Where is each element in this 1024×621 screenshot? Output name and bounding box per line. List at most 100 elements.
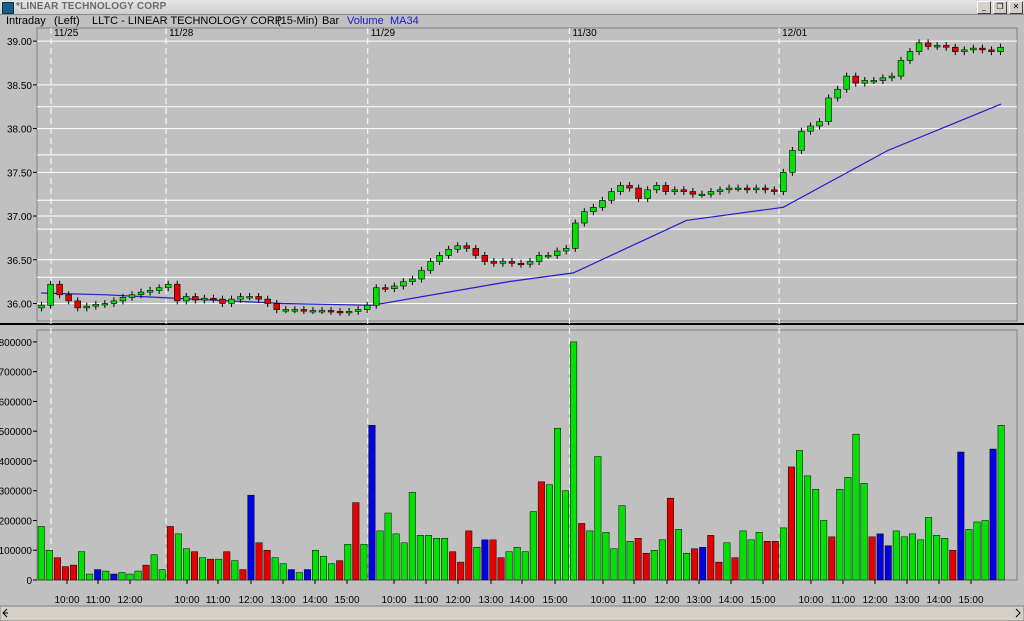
- volume-bar: [570, 341, 578, 581]
- time-label: 15:00: [958, 595, 983, 606]
- time-label: 11:00: [414, 595, 439, 606]
- time-label: 12:00: [862, 595, 887, 606]
- volume-bar: [473, 547, 481, 581]
- volume-bar: [602, 532, 610, 581]
- volume-bar: [61, 566, 69, 581]
- candle-body: [273, 303, 280, 310]
- volume-bar: [529, 511, 537, 581]
- volume-bar: [513, 547, 521, 581]
- candle-body: [300, 309, 308, 312]
- volume-bar: [255, 542, 263, 581]
- candle-body: [653, 185, 660, 191]
- candle-body: [463, 245, 470, 249]
- style-label: Bar: [322, 15, 340, 27]
- volume-bar: [223, 551, 231, 581]
- candle-body: [997, 46, 1004, 52]
- volume-bar: [699, 547, 707, 581]
- candle-body: [979, 47, 986, 51]
- volume-bar: [804, 475, 812, 581]
- candle-body: [436, 255, 443, 262]
- volume-tick-label: 400000: [0, 457, 32, 468]
- volume-bar: [182, 548, 190, 581]
- volume-bar: [618, 505, 626, 581]
- candle-body: [725, 187, 733, 191]
- candle-body: [219, 298, 226, 304]
- volume-bar: [150, 554, 158, 581]
- candle-body: [861, 80, 868, 84]
- volume-bar: [941, 538, 949, 581]
- candle-body: [255, 296, 262, 300]
- volume-bar: [126, 573, 134, 581]
- time-label: 15:00: [542, 595, 567, 606]
- candle-body: [852, 75, 859, 84]
- time-label: 10:00: [381, 595, 406, 606]
- time-label: 10:00: [798, 595, 823, 606]
- volume-bar: [973, 521, 981, 581]
- candle-body: [210, 297, 217, 301]
- candle-body: [246, 296, 253, 299]
- volume-bar: [586, 530, 594, 581]
- candle-body: [572, 222, 579, 249]
- candle-body: [671, 189, 678, 192]
- candle-body: [535, 255, 543, 262]
- volume-bar: [287, 569, 295, 581]
- volume-bar: [771, 541, 779, 581]
- restore-button[interactable]: ❐: [993, 1, 1007, 14]
- time-label: 12:00: [654, 595, 679, 606]
- volume-bar: [53, 557, 61, 581]
- volume-bar: [158, 569, 166, 581]
- candle-body: [897, 60, 905, 77]
- candle-body: [988, 49, 995, 52]
- candle-body: [201, 297, 208, 301]
- candle-body: [843, 75, 850, 90]
- volume-bar: [134, 570, 142, 581]
- candle-body: [581, 211, 588, 224]
- volume-bar: [279, 563, 287, 581]
- volume-bar: [45, 549, 53, 581]
- volume-bar: [787, 466, 795, 581]
- candle-body: [472, 248, 479, 256]
- ma34-line: [40, 103, 1002, 306]
- volume-bar: [578, 523, 586, 581]
- candle-body: [553, 250, 561, 256]
- volume-bar: [344, 544, 352, 581]
- volume-bar: [408, 491, 416, 581]
- candle-body: [716, 189, 724, 192]
- volume-bar: [312, 549, 319, 581]
- time-label: 10:00: [54, 595, 79, 606]
- minimize-button[interactable]: _: [977, 1, 991, 14]
- volume-bar: [368, 424, 376, 581]
- volume-bar: [247, 494, 255, 581]
- volume-tick-label: 500000: [0, 427, 32, 438]
- app-icon: [2, 2, 14, 14]
- price-tick-label: 36.00: [7, 300, 32, 311]
- symbol-label: LLTC - LINEAR TECHNOLOGY CORP: [92, 15, 283, 27]
- time-label: 15:00: [334, 595, 359, 606]
- volume-bar: [892, 530, 900, 581]
- volume-bar: [521, 551, 529, 581]
- volume-bar: [360, 544, 368, 581]
- volume-bar: [715, 561, 723, 581]
- candle-body: [834, 88, 841, 99]
- candle-body: [762, 187, 769, 191]
- volume-bar: [110, 573, 118, 581]
- date-label: 11/25: [54, 28, 79, 39]
- volume-bar: [594, 456, 602, 581]
- volume-bar: [400, 542, 408, 581]
- candle-body: [481, 255, 489, 262]
- candle-body: [490, 261, 498, 264]
- candle-body: [879, 77, 887, 81]
- volume-bar: [384, 512, 392, 581]
- price-panel: [36, 27, 1018, 322]
- time-label: 11:00: [206, 595, 231, 606]
- time-label: 11:00: [831, 595, 856, 606]
- close-button[interactable]: ✕: [1009, 1, 1023, 14]
- volume-bar: [642, 552, 650, 581]
- date-label: 12/01: [782, 28, 807, 39]
- candle-body: [291, 309, 299, 312]
- volume-bar: [199, 557, 207, 581]
- candle-body: [943, 45, 950, 48]
- volume-bar: [868, 536, 876, 581]
- candle-body: [924, 42, 932, 47]
